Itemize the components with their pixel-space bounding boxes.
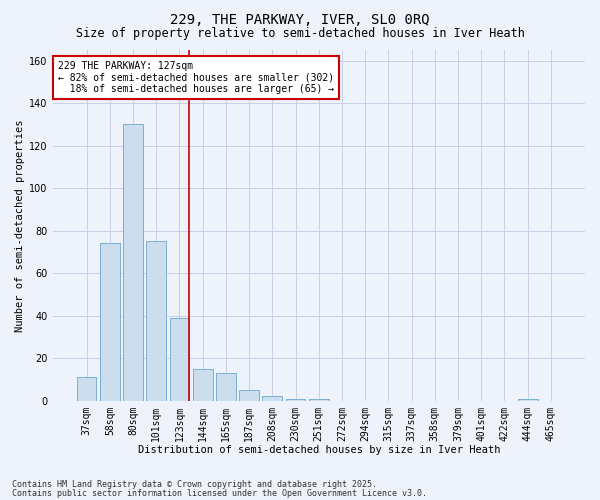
X-axis label: Distribution of semi-detached houses by size in Iver Heath: Distribution of semi-detached houses by … xyxy=(137,445,500,455)
Text: Size of property relative to semi-detached houses in Iver Heath: Size of property relative to semi-detach… xyxy=(76,28,524,40)
Text: Contains HM Land Registry data © Crown copyright and database right 2025.: Contains HM Land Registry data © Crown c… xyxy=(12,480,377,489)
Bar xyxy=(146,242,166,400)
Bar xyxy=(239,390,259,400)
Bar xyxy=(100,244,119,400)
Bar xyxy=(262,396,282,400)
Bar xyxy=(77,378,97,400)
Bar xyxy=(123,124,143,400)
Bar xyxy=(193,369,212,400)
Text: 229 THE PARKWAY: 127sqm
← 82% of semi-detached houses are smaller (302)
  18% of: 229 THE PARKWAY: 127sqm ← 82% of semi-de… xyxy=(58,60,334,94)
Bar xyxy=(309,398,329,400)
Bar xyxy=(216,373,236,400)
Bar xyxy=(170,318,190,400)
Y-axis label: Number of semi-detached properties: Number of semi-detached properties xyxy=(15,119,25,332)
Text: 229, THE PARKWAY, IVER, SL0 0RQ: 229, THE PARKWAY, IVER, SL0 0RQ xyxy=(170,12,430,26)
Bar xyxy=(518,398,538,400)
Bar xyxy=(286,398,305,400)
Text: Contains public sector information licensed under the Open Government Licence v3: Contains public sector information licen… xyxy=(12,488,427,498)
